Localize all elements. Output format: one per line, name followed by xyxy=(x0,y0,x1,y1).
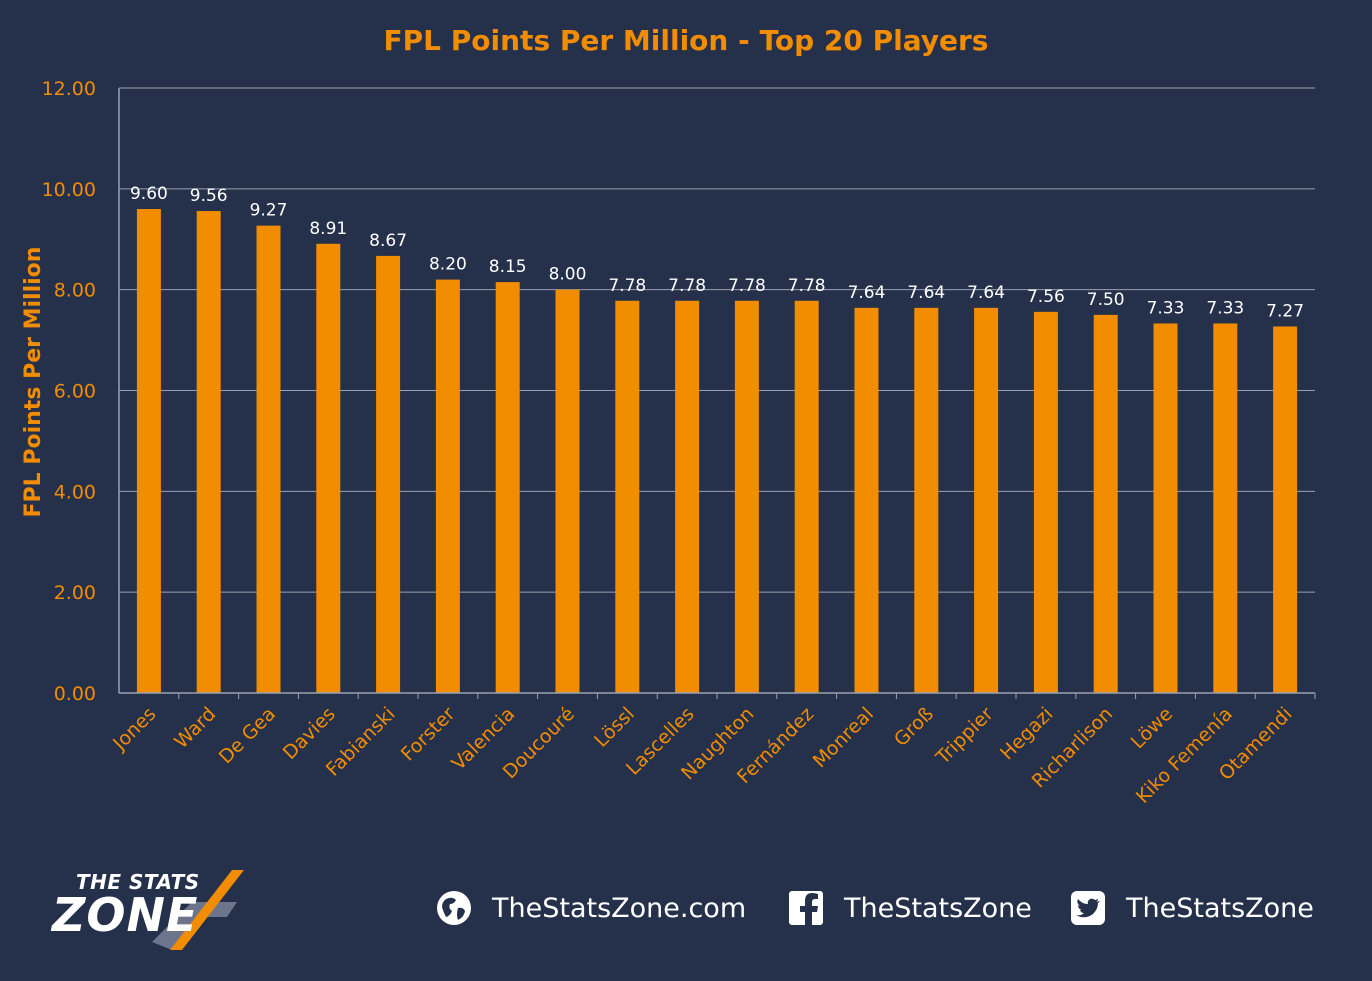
bar xyxy=(256,225,281,693)
data-label: 7.33 xyxy=(1206,298,1244,318)
data-label: 7.64 xyxy=(967,283,1005,303)
x-tick-label: Davies xyxy=(279,703,340,764)
bar xyxy=(435,279,460,693)
data-label: 7.78 xyxy=(608,276,646,296)
y-tick-label: 12.00 xyxy=(42,78,96,100)
x-tick-label: De Gea xyxy=(215,703,280,768)
x-tick-label: Jones xyxy=(108,703,160,755)
bar xyxy=(615,300,640,693)
stats-zone-logo: THE STATS ZONE xyxy=(52,862,292,952)
data-label: 7.78 xyxy=(788,276,826,296)
twitter-icon xyxy=(1070,890,1106,926)
data-labels: 9.60 9.56 9.27 8.91 8.67 8.20 8.15 8.00 7.78 7.78… xyxy=(130,184,1304,321)
data-label: 9.27 xyxy=(250,201,288,221)
data-label: 7.78 xyxy=(668,276,706,296)
website-text: TheStatsZone.com xyxy=(492,892,747,924)
bar xyxy=(675,300,700,693)
bar xyxy=(854,307,879,693)
data-label: 9.60 xyxy=(130,184,168,204)
x-tick-label: Lössl xyxy=(590,703,639,752)
bar xyxy=(136,209,161,693)
y-tick-label: 8.00 xyxy=(54,280,96,302)
bar xyxy=(1033,311,1058,693)
website-link[interactable]: TheStatsZone.com xyxy=(436,888,746,928)
y-tick-label: 10.00 xyxy=(42,179,96,201)
chart-title: FPL Points Per Million - Top 20 Players xyxy=(384,24,989,57)
y-tick-label: 4.00 xyxy=(54,481,96,503)
twitter-text: TheStatsZone xyxy=(1126,892,1314,924)
bar xyxy=(974,307,999,693)
logo-top-text: THE STATS xyxy=(76,870,200,894)
data-label: 8.67 xyxy=(369,231,407,251)
gridlines xyxy=(119,87,1315,593)
bar xyxy=(1093,314,1118,693)
x-tick-label: Monreal xyxy=(809,703,878,772)
data-label: 7.50 xyxy=(1087,290,1125,310)
x-tick-label: Groß xyxy=(890,703,938,751)
bar xyxy=(914,307,939,693)
bar xyxy=(196,211,221,693)
bar xyxy=(794,300,819,693)
data-label: 7.64 xyxy=(848,283,886,303)
bar xyxy=(734,300,759,693)
x-tick-label: Trippier xyxy=(931,703,997,769)
bar xyxy=(1213,323,1238,693)
data-label: 8.15 xyxy=(489,257,527,277)
bar-chart: FPL Points Per Million - Top 20 Players … xyxy=(21,24,1316,808)
bar xyxy=(555,289,580,693)
logo-swoosh xyxy=(152,870,244,950)
bars xyxy=(136,209,1298,693)
data-label: 7.56 xyxy=(1027,287,1065,307)
data-label: 7.78 xyxy=(728,276,766,296)
data-label: 8.20 xyxy=(429,255,467,275)
x-tick-label: Ward xyxy=(170,703,220,753)
globe-icon xyxy=(436,890,472,926)
facebook-text: TheStatsZone xyxy=(844,892,1032,924)
y-axis-title: FPL Points Per Million xyxy=(21,247,46,518)
data-label: 8.91 xyxy=(309,219,347,239)
logo-bottom-text: ZONE xyxy=(52,888,199,942)
bar xyxy=(1273,326,1298,693)
y-tick-label: 0.00 xyxy=(54,683,96,705)
data-label: 7.27 xyxy=(1266,301,1304,321)
y-tick-label: 2.00 xyxy=(54,582,96,604)
y-tick-label: 6.00 xyxy=(54,381,96,403)
data-label: 7.64 xyxy=(907,283,945,303)
twitter-link[interactable]: TheStatsZone xyxy=(1070,888,1314,928)
bar xyxy=(316,243,341,693)
data-label: 9.56 xyxy=(190,186,228,206)
bar xyxy=(376,255,401,693)
data-label: 7.33 xyxy=(1147,298,1185,318)
y-axis-ticks: 0.00 2.00 4.00 6.00 8.00 10.00 12.00 xyxy=(42,78,96,705)
facebook-link[interactable]: TheStatsZone xyxy=(788,888,1032,928)
bar xyxy=(495,282,520,693)
facebook-icon xyxy=(788,890,824,926)
x-tick-label: Löwe xyxy=(1127,703,1177,753)
data-label: 8.00 xyxy=(549,265,587,285)
bar xyxy=(1153,323,1178,693)
